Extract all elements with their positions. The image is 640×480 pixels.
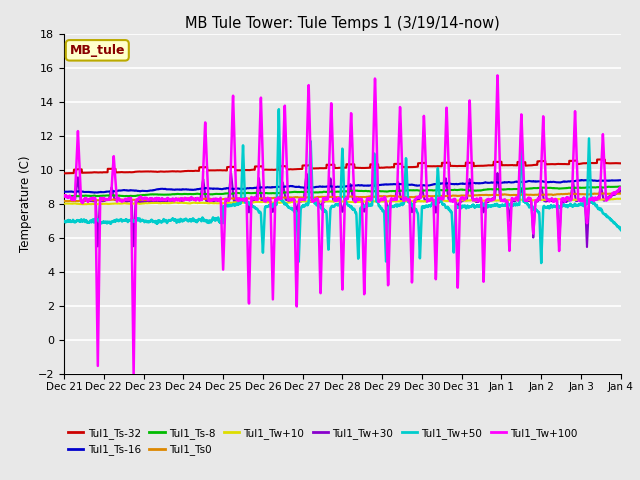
Y-axis label: Temperature (C): Temperature (C): [19, 156, 32, 252]
Legend: Tul1_Ts-32, Tul1_Ts-16, Tul1_Ts-8, Tul1_Ts0, Tul1_Tw+10, Tul1_Tw+30, Tul1_Tw+50,: Tul1_Ts-32, Tul1_Ts-16, Tul1_Ts-8, Tul1_…: [63, 424, 582, 459]
Text: MB_tule: MB_tule: [70, 44, 125, 57]
Title: MB Tule Tower: Tule Temps 1 (3/19/14-now): MB Tule Tower: Tule Temps 1 (3/19/14-now…: [185, 16, 500, 31]
